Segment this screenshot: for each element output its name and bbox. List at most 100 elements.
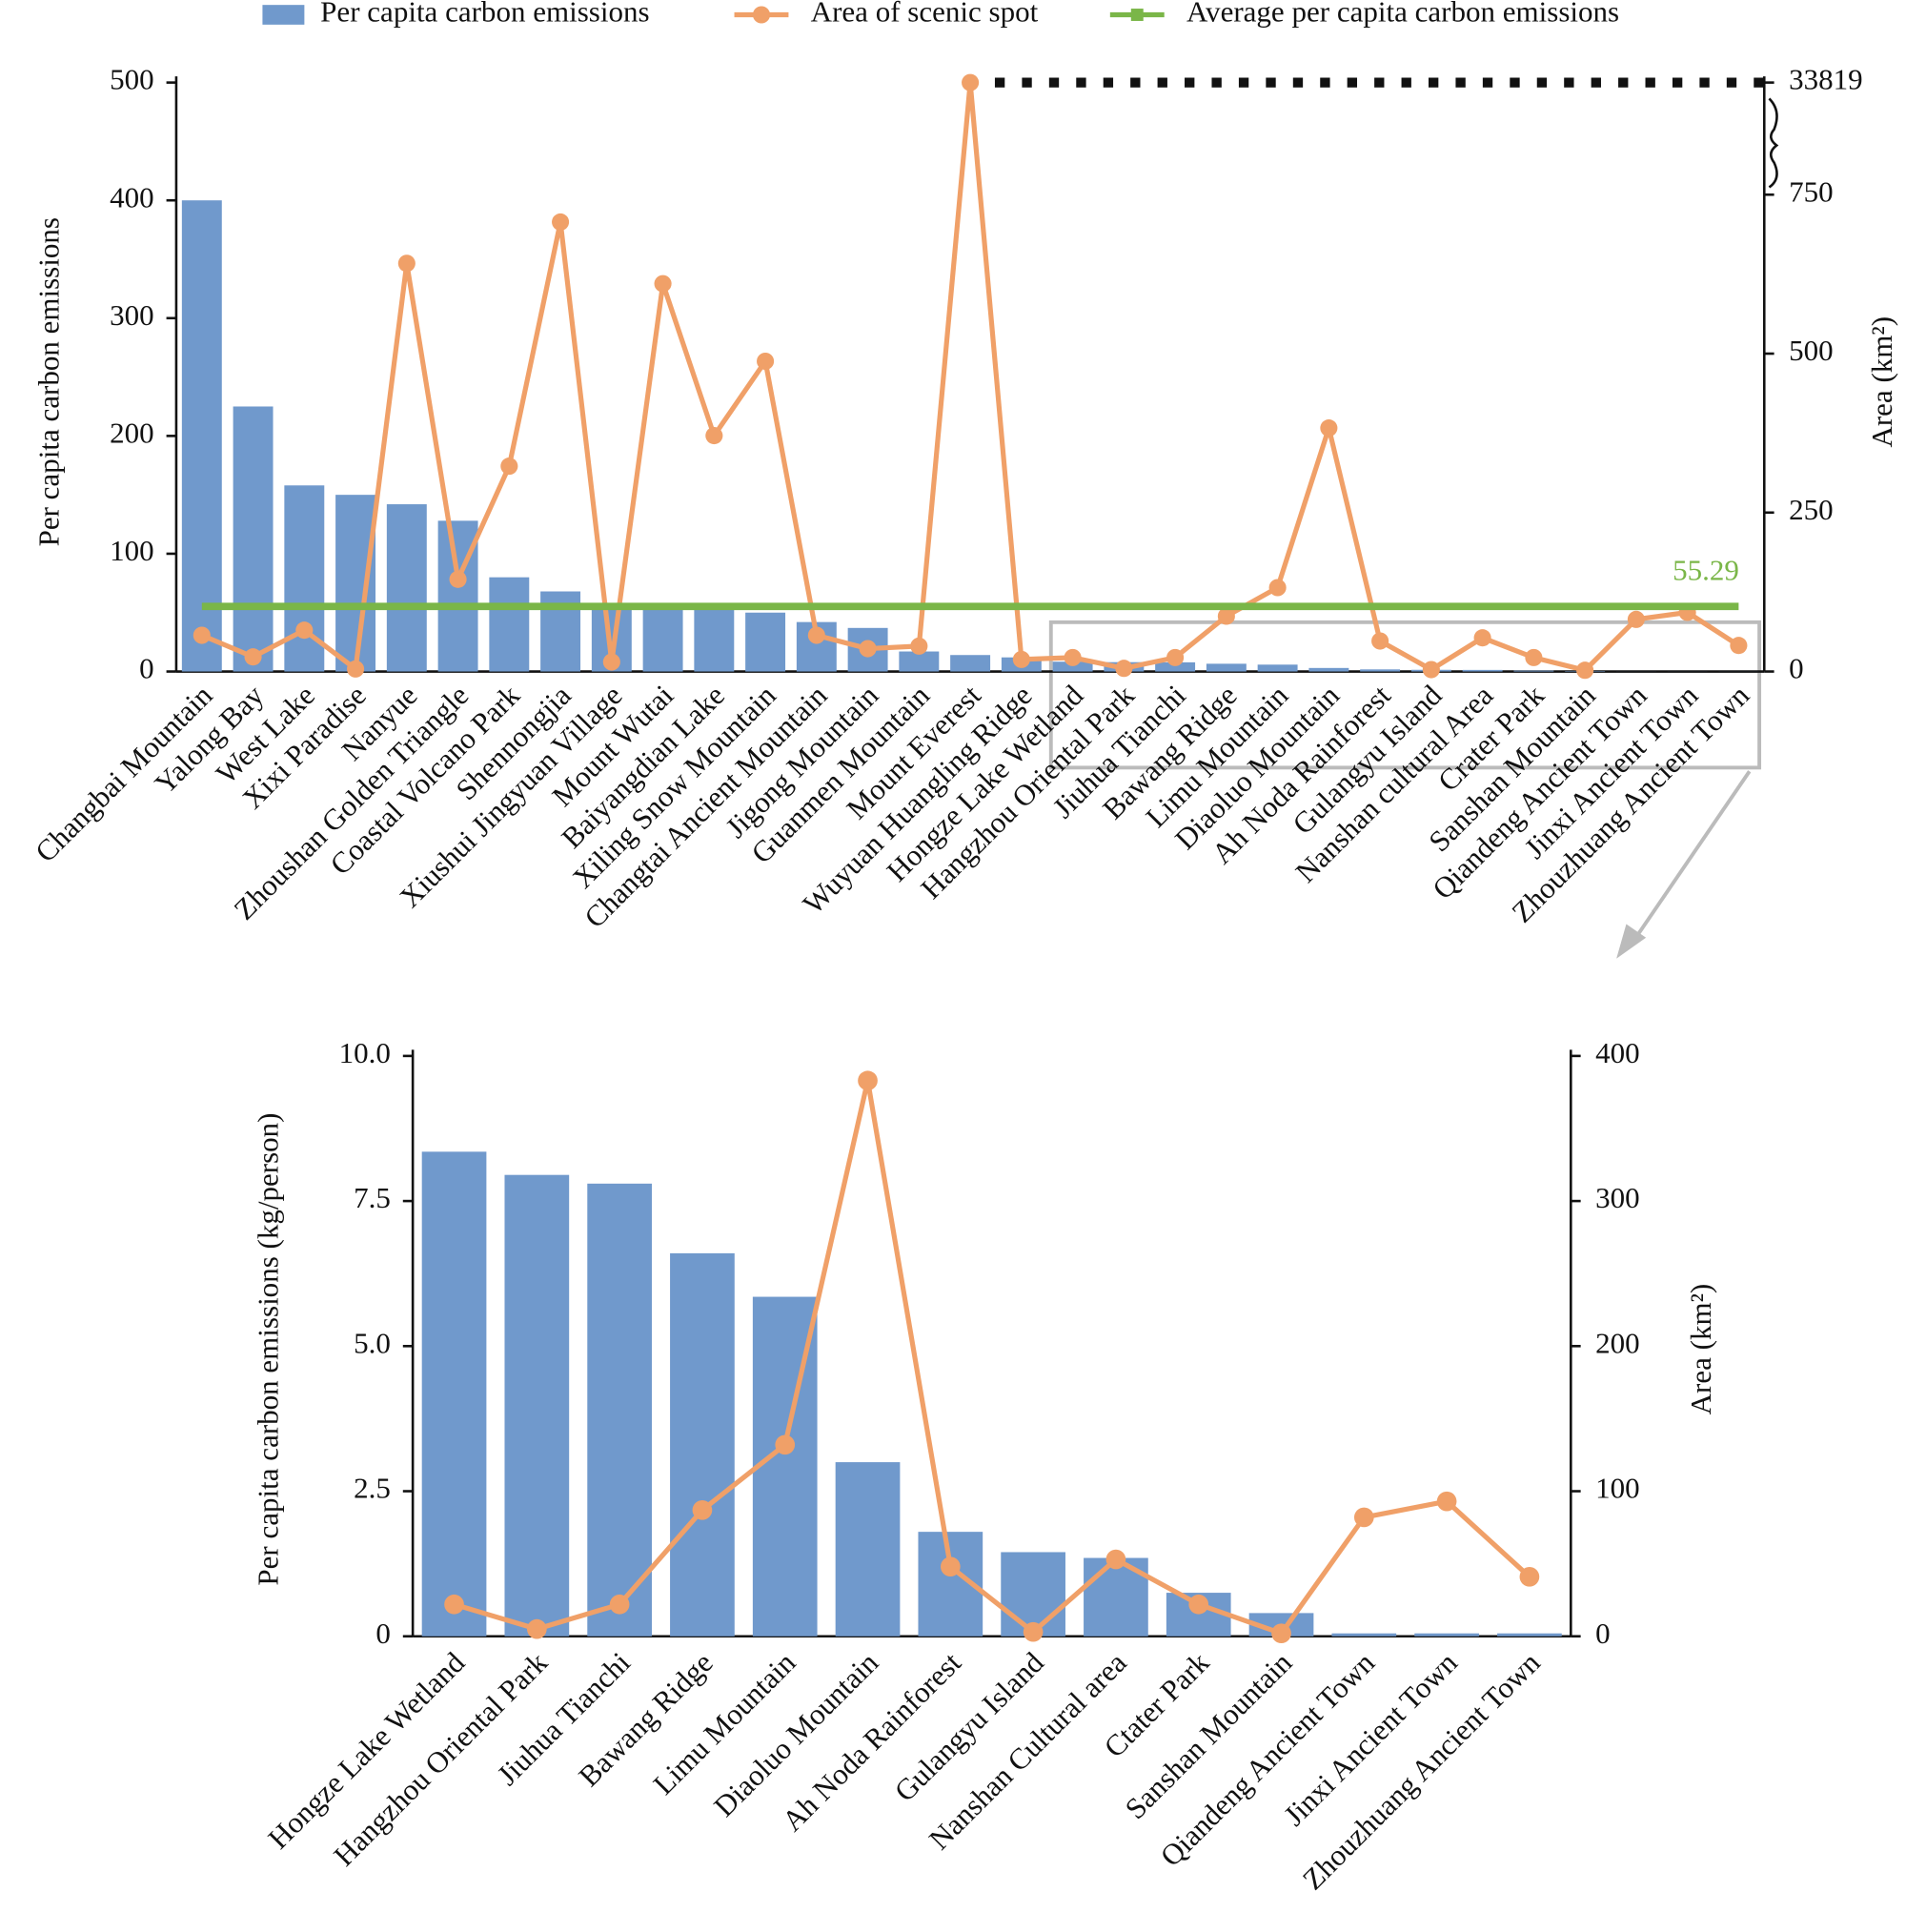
bar (642, 606, 683, 672)
point (1271, 1623, 1291, 1644)
point (1166, 648, 1185, 666)
point (1436, 1491, 1457, 1512)
point (444, 1594, 464, 1615)
bar (1497, 1633, 1562, 1637)
point (193, 626, 211, 644)
point (859, 640, 877, 658)
y-tick-label: 300 (110, 298, 154, 332)
point (1353, 1507, 1374, 1528)
point (705, 427, 723, 445)
bar (1513, 670, 1554, 672)
y-axis-title: Per capita carbon emissions (31, 217, 65, 546)
point (449, 570, 467, 588)
bar (587, 1183, 652, 1637)
point (1320, 419, 1338, 437)
bar (335, 495, 376, 672)
point (654, 275, 672, 293)
point (1576, 661, 1594, 680)
legend-label: Per capita carbon emissions (320, 0, 649, 29)
point (552, 213, 570, 231)
y2-tick-label: 0 (1789, 652, 1804, 685)
zoom-arrow (1631, 770, 1752, 945)
y2-tick-label: 400 (1595, 1036, 1640, 1069)
y2-tick-label: 0 (1595, 1617, 1611, 1650)
point (962, 73, 980, 92)
point (295, 621, 314, 640)
point (500, 458, 518, 476)
y-tick-label: 5.0 (354, 1326, 391, 1359)
point (397, 254, 416, 273)
y2-axis-title: Area (km²) (1684, 1284, 1717, 1415)
bar (1206, 663, 1247, 672)
point (347, 660, 365, 678)
bar (1414, 1633, 1479, 1637)
bar (489, 577, 530, 672)
point (526, 1618, 547, 1639)
legend-marker (752, 6, 771, 24)
point (807, 626, 825, 644)
point (1268, 579, 1287, 597)
point (1519, 1566, 1540, 1587)
y-tick-label: 500 (110, 63, 154, 96)
zoom-box (1048, 620, 1762, 770)
y-tick-label: 0 (375, 1617, 391, 1650)
point (1023, 1621, 1044, 1642)
y-tick-label: 400 (110, 180, 154, 214)
bar (421, 1151, 487, 1637)
y2-tick-label: 300 (1595, 1181, 1640, 1214)
point (1371, 632, 1389, 650)
y-tick-label: 0 (139, 652, 154, 685)
point (1730, 637, 1748, 655)
bar (745, 612, 786, 672)
point (244, 648, 262, 666)
point (1627, 610, 1645, 628)
y-tick-label: 100 (110, 534, 154, 567)
point (775, 1434, 796, 1455)
point (1115, 660, 1133, 678)
y2-tick-label: 200 (1595, 1326, 1640, 1359)
y-tick-label: 200 (110, 416, 154, 449)
bar (694, 606, 735, 672)
bar (1360, 669, 1401, 672)
line (200, 82, 1740, 674)
point (1217, 607, 1235, 625)
y2-tick-label: 100 (1595, 1472, 1640, 1505)
x-tick-label: Limu Mountain (646, 1645, 801, 1800)
bar (1257, 664, 1298, 672)
y2-axis-title: Area (km²) (1865, 316, 1898, 448)
legend-label: Area of scenic spot (811, 0, 1039, 29)
point (1525, 648, 1543, 666)
point (1188, 1594, 1209, 1615)
bar (233, 406, 274, 672)
y-tick-label: 2.5 (354, 1472, 391, 1505)
bar (899, 651, 940, 672)
point (1105, 1549, 1126, 1570)
y-tick-label: 10.0 (339, 1036, 391, 1069)
bar (386, 504, 427, 672)
bar (835, 1462, 901, 1637)
y2-tick-label: 33819 (1789, 63, 1863, 96)
bar (670, 1252, 735, 1637)
legend-swatch (262, 5, 305, 25)
point (1012, 650, 1030, 668)
point (858, 1070, 878, 1091)
bar (1052, 661, 1093, 672)
bar (1155, 661, 1196, 672)
bar (504, 1174, 570, 1637)
point (609, 1594, 630, 1615)
point (1473, 629, 1491, 647)
line (453, 1080, 1531, 1637)
point (940, 1556, 961, 1577)
point (757, 352, 775, 371)
axis-break (1768, 97, 1779, 189)
legend-marker (1130, 9, 1144, 21)
point (1064, 648, 1082, 666)
point (910, 637, 928, 655)
y2-tick-label: 750 (1789, 174, 1834, 208)
y2-tick-label: 500 (1789, 334, 1834, 367)
point (692, 1499, 713, 1520)
x-tick-label: Gulangyu Island (888, 1645, 1051, 1808)
bar (1308, 667, 1349, 672)
bar (1462, 669, 1503, 672)
